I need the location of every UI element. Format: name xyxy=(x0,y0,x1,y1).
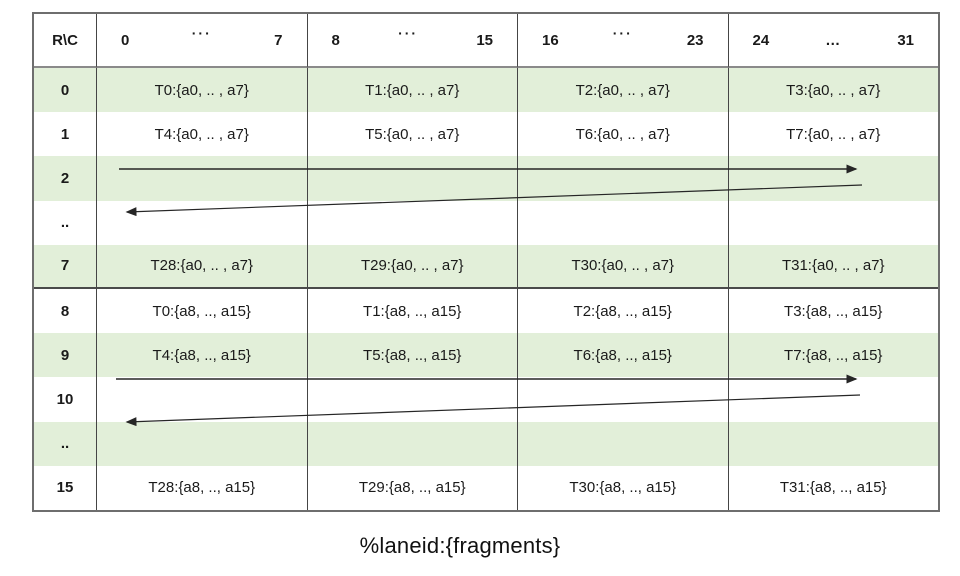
row-label-..: .. xyxy=(60,214,70,232)
table-cell-r1-c2: T6:{a0, .. , a7} xyxy=(517,112,728,157)
column-header-2: 16 ··· 23 xyxy=(517,14,728,68)
table-cell-r8-c2 xyxy=(517,421,728,466)
table-cell-r2-c0 xyxy=(96,156,307,201)
table-cell-r2-c1 xyxy=(306,156,517,201)
ellipsis-dots: … xyxy=(825,31,842,49)
table-cell-r4-c0: T28:{a0, .. , a7} xyxy=(96,244,307,289)
table-cell-r1-c3: T7:{a0, .. , a7} xyxy=(727,112,939,157)
figure-caption: %laneid:{fragments} xyxy=(359,533,561,558)
col-range-end: 15 xyxy=(476,31,493,49)
table-cell-r5-c1: T1:{a8, .., a15} xyxy=(306,289,518,334)
ellipsis-dots: ··· xyxy=(191,25,212,41)
table-cell-r6-c0: T4:{a8, .., a15} xyxy=(96,333,307,378)
table-cell-r2-c3 xyxy=(727,156,938,201)
col-range-end: 7 xyxy=(274,31,283,49)
table-cell-r7-c2 xyxy=(517,377,728,422)
table-cell-r3-c0 xyxy=(96,200,307,245)
col-range-start: 0 xyxy=(121,31,130,49)
table-cell-r7-c0 xyxy=(96,377,307,422)
col-range-start: 24 xyxy=(752,31,770,49)
table-cell-r0-c1: T1:{a0, .. , a7} xyxy=(306,68,517,113)
table-cell-r0-c0: T0:{a0, .. , a7} xyxy=(96,68,307,113)
table-cell-r3-c3 xyxy=(727,200,939,245)
row-label-9: 9 xyxy=(34,333,96,378)
row-label-0: 0 xyxy=(34,68,96,113)
table-cell-r9-c2: T30:{a8, .., a15} xyxy=(517,465,728,510)
row-label-2: 2 xyxy=(34,156,96,201)
row-label-8: 8 xyxy=(60,302,70,320)
table-cell-r1-c1: T5:{a0, .. , a7} xyxy=(306,112,518,157)
table-cell-r8-c3 xyxy=(727,421,938,466)
table-cell-r4-c3: T31:{a0, .. , a7} xyxy=(727,244,938,289)
table-cell-r7-c1 xyxy=(306,377,518,422)
ellipsis-dots: ··· xyxy=(612,25,633,41)
table-cell-r8-c0 xyxy=(96,421,307,466)
table-cell-r6-c2: T6:{a8, .., a15} xyxy=(517,333,728,378)
corner-header-cell: R\C xyxy=(34,14,96,68)
table-cell-r9-c1: T29:{a8, .., a15} xyxy=(306,465,518,510)
table-cell-r4-c1: T29:{a0, .. , a7} xyxy=(306,244,517,289)
row-label-7: 7 xyxy=(34,244,96,289)
table-cell-r0-c3: T3:{a0, .. , a7} xyxy=(727,68,938,113)
table-cell-r4-c2: T30:{a0, .. , a7} xyxy=(517,244,728,289)
col-range-end: 31 xyxy=(897,31,914,49)
table-cell-r2-c2 xyxy=(517,156,728,201)
row-label-15: 15 xyxy=(56,479,74,497)
row-label-1: 1 xyxy=(60,125,70,143)
col-range-start: 8 xyxy=(331,31,340,49)
column-header-3: 24 … 31 xyxy=(727,14,938,68)
table-cell-r6-c3: T7:{a8, .., a15} xyxy=(727,333,938,378)
column-header-1: 8 ··· 15 xyxy=(306,14,517,68)
table-cell-r9-c3: T31:{a8, .., a15} xyxy=(727,465,939,510)
table-cell-r9-c0: T28:{a8, .., a15} xyxy=(96,465,307,510)
table-cell-r1-c0: T4:{a0, .. , a7} xyxy=(96,112,307,157)
table-cell-r5-c0: T0:{a8, .., a15} xyxy=(96,289,307,334)
fragment-table: R\C 0 ··· 7 8 ··· 15 16 ··· 23 24… 31 0 T0:{a0, .. , … xyxy=(32,12,940,512)
table-cell-r8-c1 xyxy=(306,421,517,466)
row-label-10: 10 xyxy=(56,390,74,408)
column-header-0: 0 ··· 7 xyxy=(96,14,307,68)
table-cell-r5-c2: T2:{a8, .., a15} xyxy=(517,289,728,334)
col-range-start: 16 xyxy=(542,31,559,49)
table-cell-r5-c3: T3:{a8, .., a15} xyxy=(727,289,939,334)
table-cell-r7-c3 xyxy=(727,377,939,422)
col-range-end: 23 xyxy=(686,31,704,49)
ellipsis-dots: ··· xyxy=(398,25,419,41)
row-label-..: .. xyxy=(34,421,96,466)
table-cell-r6-c1: T5:{a8, .., a15} xyxy=(306,333,517,378)
table-cell-r3-c1 xyxy=(306,200,518,245)
table-cell-r0-c2: T2:{a0, .. , a7} xyxy=(517,68,728,113)
table-cell-r3-c2 xyxy=(517,200,728,245)
